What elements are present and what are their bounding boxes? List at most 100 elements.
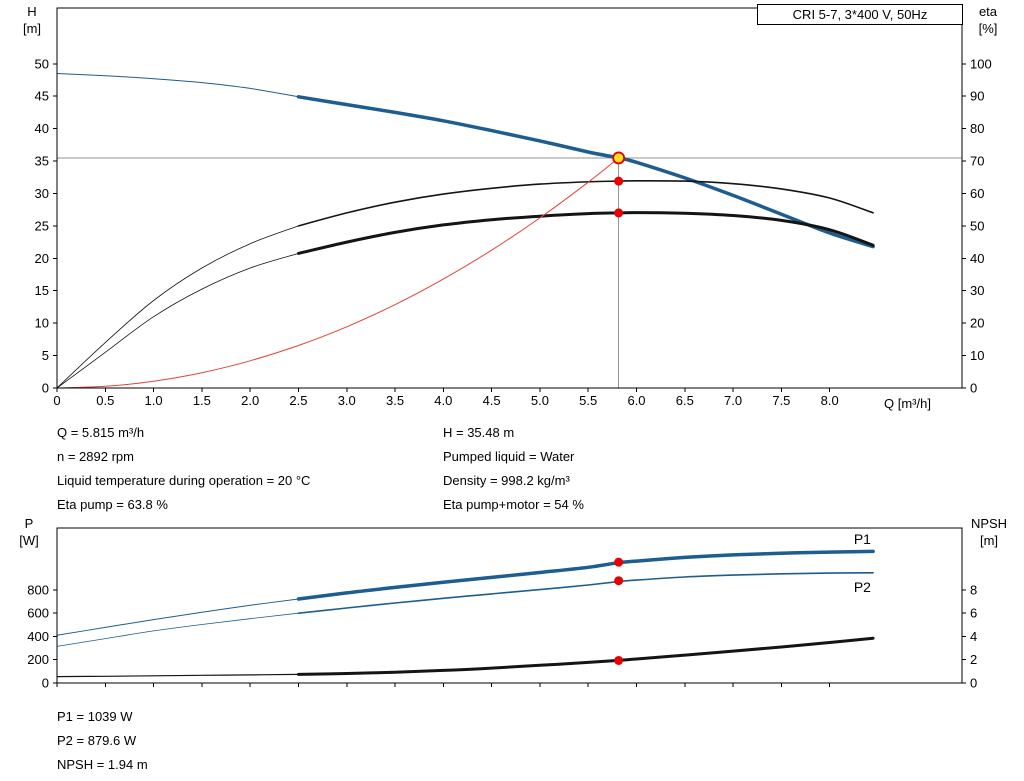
y-right-tick-label: 80 bbox=[970, 121, 984, 136]
p2-curve-label: P2 bbox=[854, 579, 871, 595]
y-left-tick-label: 50 bbox=[35, 56, 49, 71]
y-axis-title-power-unit: [W] bbox=[19, 533, 39, 548]
p2-curve bbox=[297, 572, 874, 614]
info-line: P1 = 1039 W bbox=[57, 709, 133, 724]
eta-pump-motor-marker bbox=[614, 208, 624, 218]
y-left-tick-label: 10 bbox=[35, 316, 49, 331]
x-tick-label: 1.5 bbox=[193, 393, 211, 408]
y-right-tick-label: 0 bbox=[970, 676, 977, 691]
y-right-tick-label: 6 bbox=[970, 606, 977, 621]
power-npsh-chart-frame bbox=[56, 527, 963, 684]
head-capacity-chart: 0 0.5 1.0 1.5 2.0 2.5 3.0 3.5 4.0 4.5 5.0 5.5 6.0 6.5… bbox=[35, 7, 992, 408]
y-left-tick-label: 35 bbox=[35, 154, 49, 169]
pump-title-box: CRI 5-7, 3*400 V, 50Hz bbox=[757, 4, 963, 25]
p2-curve bbox=[56, 612, 299, 647]
x-tick-label: 4.5 bbox=[483, 393, 501, 408]
y-right-tick-label: 40 bbox=[970, 251, 984, 266]
info-line: Eta pump = 63.8 % bbox=[57, 497, 168, 512]
y-axis-title-npsh: NPSH [m] bbox=[958, 515, 1020, 549]
npsh-curve bbox=[297, 636, 875, 676]
info-line: Eta pump+motor = 54 % bbox=[443, 497, 584, 512]
y-right-tick-label: 10 bbox=[970, 348, 984, 363]
y-right-tick-label: 100 bbox=[970, 56, 992, 71]
y-axis-title-head-symbol: H bbox=[27, 4, 37, 19]
y-axis-title-head: H [m] bbox=[10, 3, 54, 37]
info-line: P2 = 879.6 W bbox=[57, 733, 137, 748]
x-tick-label: 7.5 bbox=[772, 393, 790, 408]
y-left-tick-label: 0 bbox=[42, 381, 49, 396]
y-right-tick-label: 60 bbox=[970, 186, 984, 201]
eta-pump-motor-curve bbox=[297, 211, 875, 255]
y-left-tick-label: 40 bbox=[35, 121, 49, 136]
y-left-tick-label: 200 bbox=[27, 652, 49, 667]
x-tick-label: 4.0 bbox=[434, 393, 452, 408]
eta-pump-motor-curve bbox=[56, 253, 299, 389]
y-axis-title-eta-symbol: eta bbox=[978, 4, 998, 19]
y-left-tick-label: 0 bbox=[42, 676, 49, 691]
y-left-tick-label: 45 bbox=[35, 89, 49, 104]
y-right-tick-label: 50 bbox=[970, 218, 984, 233]
eta-pump-curve bbox=[297, 179, 874, 227]
p2-marker bbox=[614, 576, 624, 586]
head-capacity-chart-frame bbox=[56, 7, 963, 389]
y-right-tick-label: 8 bbox=[970, 582, 977, 597]
power-npsh-info: P1 = 1039 W P2 = 879.6 W NPSH = 1.94 m bbox=[57, 705, 148, 777]
x-tick-label: 5.5 bbox=[579, 393, 597, 408]
npsh-marker bbox=[614, 655, 624, 665]
info-line: n = 2892 rpm bbox=[57, 449, 134, 464]
y-right-tick-label: 0 bbox=[970, 381, 977, 396]
system-curve bbox=[56, 157, 620, 389]
y-right-tick-label: 70 bbox=[970, 154, 984, 169]
duty-info-right: H = 35.48 m Pumped liquid = Water Density … bbox=[443, 421, 584, 517]
y-axis-title-npsh-symbol: NPSH bbox=[970, 516, 1008, 531]
y-right-tick-label: 30 bbox=[970, 283, 984, 298]
duty-info-left: Q = 5.815 m³/h n = 2892 rpm Liquid tempera… bbox=[57, 421, 310, 517]
eta-pump-marker bbox=[614, 176, 624, 186]
info-line: H = 35.48 m bbox=[443, 425, 515, 440]
y-left-tick-label: 25 bbox=[35, 218, 49, 233]
power-npsh-chart: 0 200 400 600 800 0 2 4 6 8 P1 P2 bbox=[27, 527, 977, 691]
x-tick-label: 2.0 bbox=[241, 393, 259, 408]
h-q-curve bbox=[296, 95, 875, 249]
y-left-tick-label: 30 bbox=[35, 186, 49, 201]
y-left-tick-label: 800 bbox=[27, 582, 49, 597]
x-tick-label: 1.0 bbox=[145, 393, 163, 408]
p1-marker bbox=[614, 557, 624, 567]
y-axis-title-eta: eta [%] bbox=[962, 3, 1014, 37]
y-left-tick-label: 400 bbox=[27, 629, 49, 644]
y-right-tick-label: 20 bbox=[970, 316, 984, 331]
info-line: Q = 5.815 m³/h bbox=[57, 425, 145, 440]
info-line: NPSH = 1.94 m bbox=[57, 757, 148, 772]
y-left-tick-label: 600 bbox=[27, 606, 49, 621]
x-tick-label: 5.0 bbox=[531, 393, 549, 408]
x-tick-label: 0 bbox=[53, 393, 60, 408]
p1-curve bbox=[56, 598, 299, 636]
y-right-tick-label: 4 bbox=[970, 629, 977, 644]
y-axis-title-power: P [W] bbox=[6, 515, 52, 549]
y-left-tick-label: 5 bbox=[42, 348, 49, 363]
y-axis-title-eta-unit: [%] bbox=[978, 21, 998, 36]
y-axis-title-npsh-unit: [m] bbox=[979, 533, 999, 548]
p1-curve bbox=[296, 549, 875, 601]
duty-point-marker[interactable] bbox=[612, 151, 626, 165]
x-tick-label: 0.5 bbox=[96, 393, 114, 408]
y-left-tick-label: 15 bbox=[35, 283, 49, 298]
info-line: Pumped liquid = Water bbox=[443, 449, 575, 464]
x-tick-label: 7.0 bbox=[724, 393, 742, 408]
x-tick-label: 3.5 bbox=[386, 393, 404, 408]
x-tick-label: 2.5 bbox=[289, 393, 307, 408]
eta-pump-curve bbox=[56, 225, 299, 389]
h-q-curve bbox=[56, 73, 299, 98]
info-line: Liquid temperature during operation = 20… bbox=[57, 473, 311, 488]
info-line: Density = 998.2 kg/m³ bbox=[443, 473, 570, 488]
x-axis-title-flow: Q [m³/h] bbox=[884, 396, 931, 411]
y-axis-title-head-unit: [m] bbox=[22, 21, 42, 36]
y-left-tick-label: 20 bbox=[35, 251, 49, 266]
y-right-tick-label: 90 bbox=[970, 89, 984, 104]
y-right-tick-label: 2 bbox=[970, 652, 977, 667]
x-tick-label: 6.5 bbox=[676, 393, 694, 408]
x-tick-label: 3.0 bbox=[338, 393, 356, 408]
x-tick-label: 6.0 bbox=[627, 393, 645, 408]
